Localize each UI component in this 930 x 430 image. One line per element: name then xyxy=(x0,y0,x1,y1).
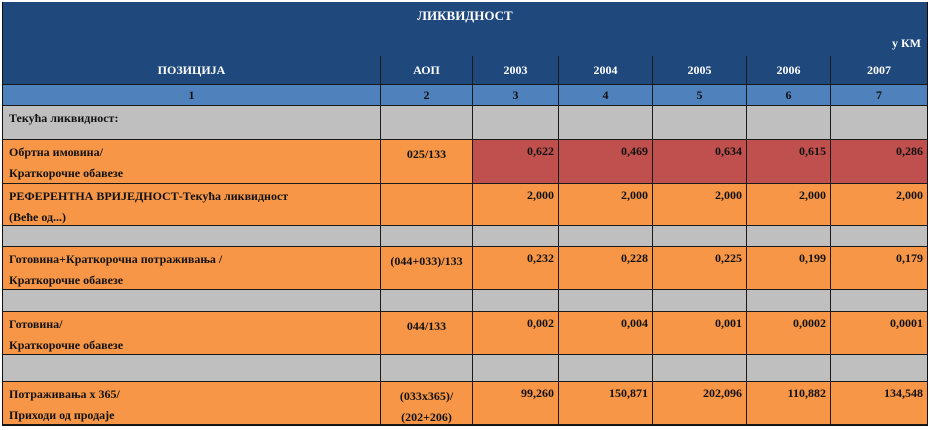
value-2003: 0,002 xyxy=(473,312,559,355)
aop-cell xyxy=(381,106,473,140)
aop-cell: (033x365)/(202+206) xyxy=(381,382,473,425)
col-number: 2 xyxy=(381,85,473,106)
col-number: 5 xyxy=(653,85,747,106)
value-2007: 0,0001 xyxy=(831,312,927,355)
col-number: 4 xyxy=(559,85,653,106)
value-2005: 0,225 xyxy=(653,247,747,290)
table-row xyxy=(3,226,927,247)
value-2005: 202,096 xyxy=(653,382,747,425)
value-cell xyxy=(473,106,559,140)
value-2004: 2,000 xyxy=(559,184,653,226)
value-2006: 0,199 xyxy=(747,247,831,290)
header-aop: АОП xyxy=(381,56,473,85)
aop-cell: 025/133 xyxy=(381,140,473,184)
value-2005: 0,001 xyxy=(653,312,747,355)
value-2006: 0,0002 xyxy=(747,312,831,355)
row-label: Готовина+Краткорочна потраживања / Кратко… xyxy=(3,247,381,290)
spacer-cell xyxy=(831,226,927,247)
value-2007: 134,548 xyxy=(831,382,927,425)
value-2004: 0,469 xyxy=(559,140,653,184)
col-number: 3 xyxy=(473,85,559,106)
value-cell xyxy=(747,106,831,140)
spacer-cell xyxy=(747,355,831,382)
aop-cell: (044+033)/133 xyxy=(381,247,473,290)
header-2003: 2003 xyxy=(473,56,559,85)
col-number: 6 xyxy=(747,85,831,106)
spacer-cell xyxy=(747,226,831,247)
row-label: Потраживања x 365/Приходи од продаје xyxy=(3,382,381,425)
spacer-cell xyxy=(473,355,559,382)
table-row: РЕФЕРЕНТНА ВРИЈЕДНОСТ-Текућа ликвидност(… xyxy=(3,184,927,226)
table-row: Обртна имовина/Краткорочне обавезе 025/1… xyxy=(3,140,927,184)
value-cell xyxy=(653,106,747,140)
row-label: РЕФЕРЕНТНА ВРИЈЕДНОСТ-Текућа ликвидност(… xyxy=(3,184,381,226)
value-2006: 0,615 xyxy=(747,140,831,184)
value-2003: 99,260 xyxy=(473,382,559,425)
spacer-cell xyxy=(559,290,653,312)
spacer-cell xyxy=(473,226,559,247)
spacer-cell xyxy=(3,226,381,247)
column-number-row: 1 2 3 4 5 6 7 xyxy=(3,85,927,106)
value-2004: 0,228 xyxy=(559,247,653,290)
table-row xyxy=(3,290,927,312)
value-cell xyxy=(559,106,653,140)
spacer-cell xyxy=(559,226,653,247)
spacer-cell xyxy=(381,226,473,247)
header-2004: 2004 xyxy=(559,56,653,85)
spacer-cell xyxy=(381,355,473,382)
table-row xyxy=(3,355,927,382)
table-row: Готовина/Краткорочне обавезе 044/133 0,0… xyxy=(3,312,927,355)
spacer-cell xyxy=(381,290,473,312)
table-title: ЛИКВИДНОСТ xyxy=(3,2,927,30)
header-row: ПОЗИЦИЈА АОП 2003 2004 2005 2006 2007 xyxy=(3,56,927,85)
spacer-cell xyxy=(831,355,927,382)
value-2004: 0,004 xyxy=(559,312,653,355)
value-2005: 0,634 xyxy=(653,140,747,184)
header-2005: 2005 xyxy=(653,56,747,85)
spacer-cell xyxy=(653,290,747,312)
spacer-cell xyxy=(559,355,653,382)
table-row: Потраживања x 365/Приходи од продаје (03… xyxy=(3,382,927,425)
value-2007: 0,286 xyxy=(831,140,927,184)
value-2003: 0,232 xyxy=(473,247,559,290)
unit-label-row: у КМ xyxy=(3,30,927,56)
row-label: Текућа ликвидност: xyxy=(3,106,381,140)
value-2006: 110,882 xyxy=(747,382,831,425)
spacer-cell xyxy=(653,226,747,247)
header-2007: 2007 xyxy=(831,56,927,85)
aop-cell: 044/133 xyxy=(381,312,473,355)
col-number: 7 xyxy=(831,85,927,106)
spacer-cell xyxy=(653,355,747,382)
header-2006: 2006 xyxy=(747,56,831,85)
value-2006: 2,000 xyxy=(747,184,831,226)
table-row: Готовина+Краткорочна потраживања / Кратко… xyxy=(3,247,927,290)
value-2004: 150,871 xyxy=(559,382,653,425)
header-position: ПОЗИЦИЈА xyxy=(3,56,381,85)
spacer-cell xyxy=(473,290,559,312)
unit-label: у КМ xyxy=(891,36,921,50)
aop-cell xyxy=(381,184,473,226)
value-2007: 2,000 xyxy=(831,184,927,226)
spacer-cell xyxy=(747,290,831,312)
row-label: Готовина/Краткорочне обавезе xyxy=(3,312,381,355)
value-cell xyxy=(831,106,927,140)
value-2003: 2,000 xyxy=(473,184,559,226)
row-label: Обртна имовина/Краткорочне обавезе xyxy=(3,140,381,184)
table-row: Текућа ликвидност: xyxy=(3,106,927,140)
col-number: 1 xyxy=(3,85,381,106)
spacer-cell xyxy=(831,290,927,312)
value-2007: 0,179 xyxy=(831,247,927,290)
value-2003: 0,622 xyxy=(473,140,559,184)
value-2005: 2,000 xyxy=(653,184,747,226)
spacer-cell xyxy=(3,355,381,382)
spacer-cell xyxy=(3,290,381,312)
